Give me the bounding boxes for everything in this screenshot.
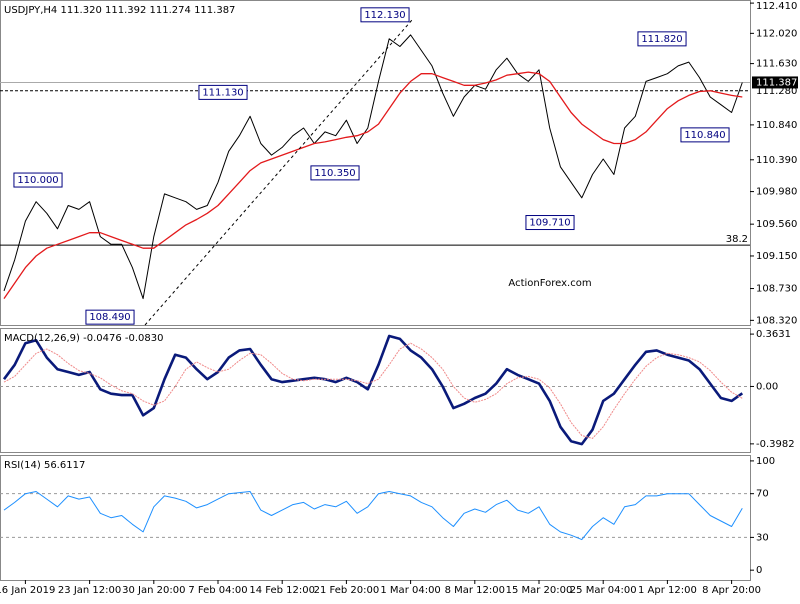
- annotation-box: [310, 165, 360, 181]
- annotation-label: 110.350: [314, 168, 355, 179]
- annotation-box: [13, 172, 63, 188]
- y-tick-label: 0.3631: [756, 329, 791, 340]
- y-tick-label: 0: [756, 565, 762, 576]
- x-tick-label: 15 Mar 20:00: [506, 585, 573, 596]
- x-tick-label: 8 Mar 12:00: [445, 585, 505, 596]
- y-tick-label: 30: [756, 532, 769, 543]
- series-line: [3, 342, 743, 439]
- level-label: 38.2: [726, 234, 748, 245]
- annotation-box: [637, 31, 687, 47]
- annotation-box: [85, 309, 135, 325]
- x-tick-label: 25 Mar 04:00: [570, 585, 637, 596]
- x-tick-label: 8 Apr 20:00: [702, 585, 761, 596]
- price-marker-label: 111.387: [756, 77, 797, 88]
- trend-line: [144, 18, 414, 326]
- y-tick-label: 109.560: [756, 219, 797, 230]
- x-tick-label: 7 Feb 04:00: [188, 585, 247, 596]
- price-marker-box: [752, 76, 798, 89]
- price-panel: [0, 0, 751, 326]
- annotation-label: 108.490: [89, 312, 130, 323]
- panel-title: RSI(14) 56.6117: [4, 460, 85, 471]
- y-tick-label: -0.3982: [756, 439, 795, 450]
- series-line: [2, 334, 744, 446]
- level-label: 111.280: [756, 86, 797, 97]
- y-tick-label: 108.730: [756, 284, 797, 295]
- y-tick-label: 112.410: [756, 1, 797, 12]
- x-tick-label: 30 Jan 20:00: [122, 585, 185, 596]
- series-line: [3, 71, 743, 299]
- y-tick-label: 111.630: [756, 59, 797, 70]
- y-tick-label: 109.150: [756, 251, 797, 262]
- x-tick-label: 1 Apr 12:00: [638, 585, 697, 596]
- annotation-label: 109.710: [529, 218, 570, 229]
- x-tick-label: 21 Feb 20:00: [314, 585, 380, 596]
- x-tick-label: 23 Jan 12:00: [58, 585, 121, 596]
- annotation-label: 111.820: [641, 34, 682, 45]
- y-tick-label: 100: [756, 456, 775, 467]
- series-line: [3, 34, 743, 300]
- rsi-panel: [0, 455, 751, 581]
- macd-panel: [0, 328, 751, 453]
- annotation-label: 111.130: [202, 87, 243, 98]
- x-tick-label: 16 Jan 2019: [0, 585, 55, 596]
- y-tick-label: 70: [756, 489, 769, 500]
- watermark: ActionForex.com: [508, 278, 591, 289]
- series-line: [3, 491, 743, 541]
- y-tick-label: 110.840: [756, 120, 797, 131]
- y-tick-label: 112.020: [756, 28, 797, 39]
- annotation-box: [680, 127, 730, 143]
- annotation-label: 110.840: [684, 130, 725, 141]
- annotation-box: [198, 84, 248, 100]
- x-tick-label: 1 Mar 04:00: [380, 585, 440, 596]
- annotation-box: [360, 7, 410, 23]
- x-tick-label: 14 Feb 12:00: [249, 585, 315, 596]
- y-tick-label: 0.00: [756, 381, 778, 392]
- y-tick-label: 108.320: [756, 315, 797, 326]
- panel-title: MACD(12,26,9) -0.0476 -0.0830: [4, 333, 164, 344]
- y-tick-label: 109.980: [756, 187, 797, 198]
- panel-title: USDJPY,H4 111.320 111.392 111.274 111.38…: [4, 5, 235, 16]
- y-tick-label: 110.390: [756, 155, 797, 166]
- annotation-box: [525, 215, 575, 231]
- annotation-label: 110.000: [17, 175, 58, 186]
- annotation-label: 112.130: [364, 10, 405, 21]
